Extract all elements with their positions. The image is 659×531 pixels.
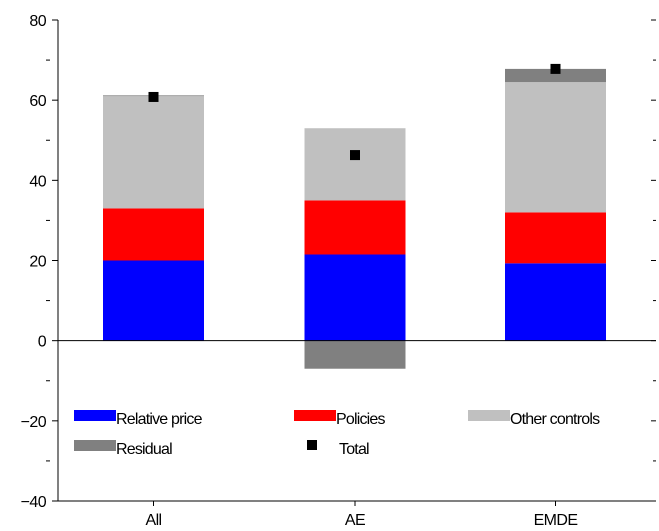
- bar-segment-other-controls-emde: [505, 82, 606, 213]
- bar-segment-policies-all: [103, 208, 204, 261]
- bar-segment-relative-price-ae: [304, 254, 406, 341]
- axes-layer: −40 −20 0 20 40 60 80 All AE EMDE: [21, 13, 656, 529]
- legend-label-relative-price: Relative price: [116, 411, 203, 428]
- legend: Relative price Policies Other controls Resi…: [74, 410, 601, 458]
- bar-segment-other-controls-all: [103, 96, 204, 209]
- y-tick-label: −20: [21, 414, 47, 431]
- y-tick-label: 0: [38, 334, 47, 351]
- legend-swatch-other-controls: [468, 410, 510, 421]
- total-marker-ae: [350, 150, 360, 161]
- y-tick-label: 20: [29, 254, 46, 271]
- legend-swatch-policies: [294, 410, 336, 421]
- bar-segment-policies-ae: [304, 200, 406, 255]
- x-tick-label-ae: AE: [345, 512, 365, 529]
- x-tick-label-emde: EMDE: [534, 512, 578, 529]
- legend-label-policies: Policies: [336, 411, 386, 428]
- y-tick-label: 60: [29, 93, 46, 110]
- total-marker-all: [148, 91, 159, 102]
- legend-marker-total: [307, 440, 317, 450]
- legend-swatch-residual: [74, 440, 116, 451]
- legend-swatch-relative-price: [74, 410, 116, 421]
- bar-segment-relative-price-all: [103, 260, 204, 341]
- legend-label-residual: Residual: [116, 441, 172, 458]
- legend-label-total: Total: [339, 441, 369, 458]
- y-tick-label: −40: [21, 494, 47, 511]
- total-markers-layer: [148, 63, 561, 161]
- bar-segment-other-controls-ae: [304, 128, 406, 201]
- legend-label-other-controls: Other controls: [510, 411, 600, 428]
- bar-segment-policies-emde: [505, 212, 606, 264]
- x-tick-label-all: All: [146, 512, 162, 529]
- bar-segment-relative-price-emde: [505, 263, 606, 341]
- y-tick-label: 40: [29, 173, 46, 190]
- bars-layer: [103, 68, 606, 369]
- bar-segment-residual-ae: [304, 340, 406, 369]
- y-tick-label: 80: [29, 13, 46, 30]
- total-marker-emde: [550, 63, 561, 74]
- bar-segment-residual-emde: [505, 68, 606, 83]
